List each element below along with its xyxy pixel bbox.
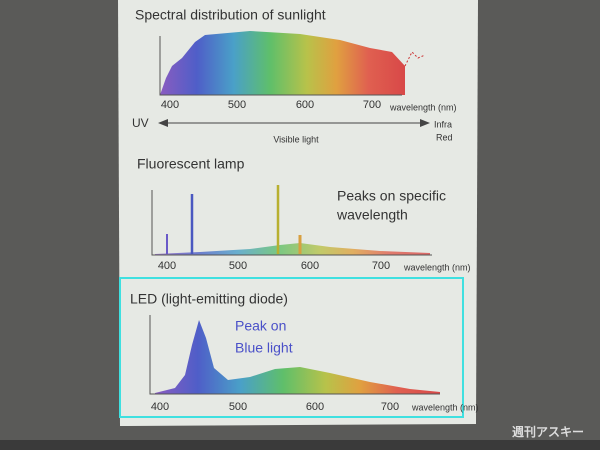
panel-title: LED (light-emitting diode): [130, 291, 288, 307]
axis-label: wavelength (nm): [403, 262, 471, 272]
tick-label: 700: [363, 99, 381, 111]
annotation: Peak on: [235, 318, 286, 334]
axes: [151, 190, 432, 256]
spectrum: [160, 31, 405, 95]
annotation: wavelength: [336, 207, 408, 223]
axis-label: wavelength (nm): [389, 102, 457, 112]
axis-label: wavelength (nm): [411, 402, 479, 412]
tick-label: 700: [372, 260, 390, 272]
tick-label: 600: [296, 99, 314, 111]
fluorescent-panel: Fluorescent lamp Peaks on specific wavel…: [137, 156, 471, 273]
led-panel: LED (light-emitting diode) Peak on Blue …: [119, 277, 479, 418]
highlight-box: [119, 277, 464, 418]
sunlight-panel: Spectral distribution of sunlight 400 50…: [132, 7, 457, 145]
tick-label: 600: [306, 401, 324, 413]
arrow-head: [420, 119, 430, 127]
slide: [118, 0, 478, 426]
axes: [149, 315, 440, 395]
panel-title: Spectral distribution of sunlight: [135, 7, 326, 23]
spectrum: [155, 320, 440, 394]
infrared-label: Red: [436, 132, 453, 142]
infrared-label: Infra: [434, 119, 452, 129]
tick-label: 500: [228, 99, 246, 111]
tick-label: 500: [229, 260, 247, 272]
tick-label: 400: [151, 401, 169, 413]
axes: [159, 36, 402, 96]
visible-label: Visible light: [273, 134, 319, 144]
arrow-head: [158, 119, 168, 127]
tick-label: 400: [161, 99, 179, 111]
uv-label: UV: [132, 116, 149, 130]
tick-label: 400: [158, 260, 176, 272]
panel-title: Fluorescent lamp: [137, 156, 245, 172]
tick-label: 600: [301, 260, 319, 272]
tick-label: 700: [381, 401, 399, 413]
tick-label: 500: [229, 401, 247, 413]
annotation: Blue light: [235, 340, 293, 356]
watermark: 週刊アスキー: [512, 424, 584, 439]
annotation: Peaks on specific: [337, 188, 446, 204]
spectrum: [155, 243, 430, 255]
